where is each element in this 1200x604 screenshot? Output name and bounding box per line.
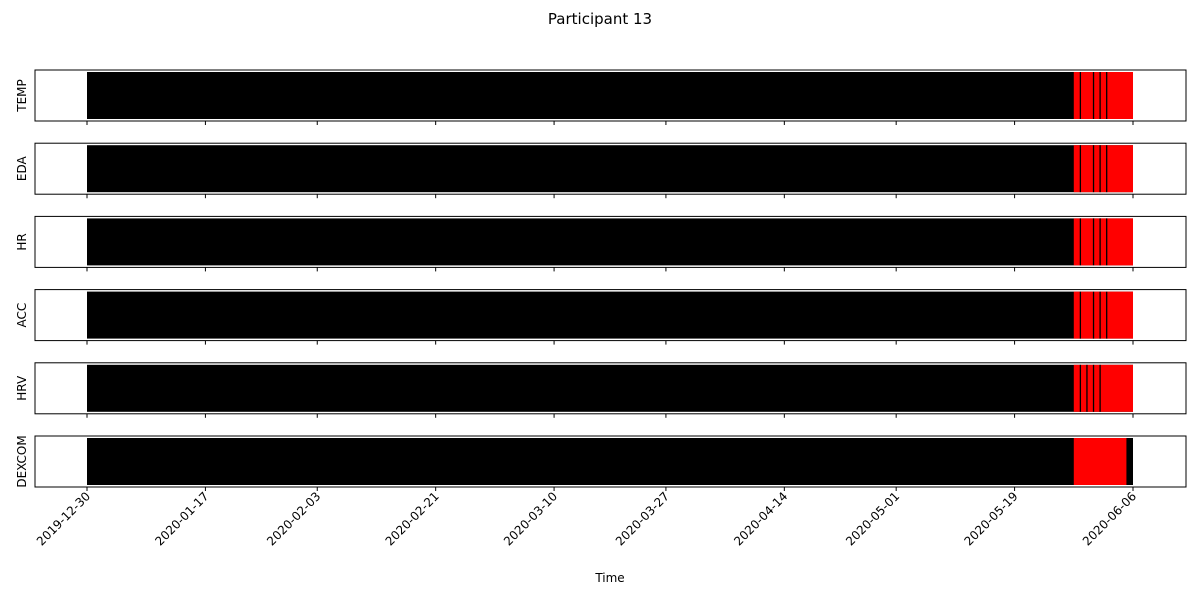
data-bar [87,438,1133,485]
chart-title: Participant 13 [548,10,652,28]
x-tick-label: 2020-01-17 [152,489,211,548]
panel-temp: TEMP [15,69,1187,125]
y-axis-label: HRV [15,375,29,401]
highlight-bar [1073,364,1133,412]
x-tick-label: 2020-06-06 [1080,489,1139,548]
panel-acc: ACC [15,289,1187,345]
panels: TEMP EDA HR ACC HRV DEXCOM [15,69,1187,491]
data-bar [87,218,1133,266]
x-tick-label: 2020-02-21 [383,489,442,548]
highlight-bar [1073,145,1133,193]
x-tick-label: 2020-05-19 [961,489,1020,548]
y-axis-label: TEMP [15,79,29,113]
panel-eda: EDA [15,142,1187,199]
panel-hr: HR [15,215,1187,272]
highlight-bar [1073,291,1133,339]
y-axis-label: DEXCOM [15,435,29,487]
x-axis: 2019-12-30 2020-01-17 2020-02-03 2020-02-21… [34,489,1139,548]
y-axis-label: EDA [15,156,29,182]
panel-frame [34,142,1187,195]
highlight-bar [1073,218,1133,266]
highlight-bar [1073,438,1127,485]
panel-frame [34,289,1187,342]
y-axis-label: ACC [15,303,29,328]
highlight-bar [1073,72,1133,119]
x-tick-label: 2020-03-27 [613,489,672,548]
x-tick-label: 2020-03-10 [501,489,560,548]
panel-frame [34,215,1187,268]
panel-frame [34,362,1187,415]
y-axis-label: HR [15,233,29,250]
panel-dexcom: DEXCOM [15,435,1187,491]
x-tick-label: 2020-02-03 [264,489,323,548]
data-bar [87,145,1133,193]
x-tick-label: 2020-05-01 [843,489,902,548]
x-tick-label: 2020-04-14 [731,489,790,548]
panel-hrv: HRV [15,362,1187,418]
data-bar [87,364,1133,412]
data-bar [87,291,1133,339]
panel-frame [34,69,1187,122]
data-bar [87,72,1133,119]
panel-frame [34,435,1187,488]
x-axis-label: Time [594,571,624,585]
x-tick-label: 2019-12-30 [34,489,93,548]
